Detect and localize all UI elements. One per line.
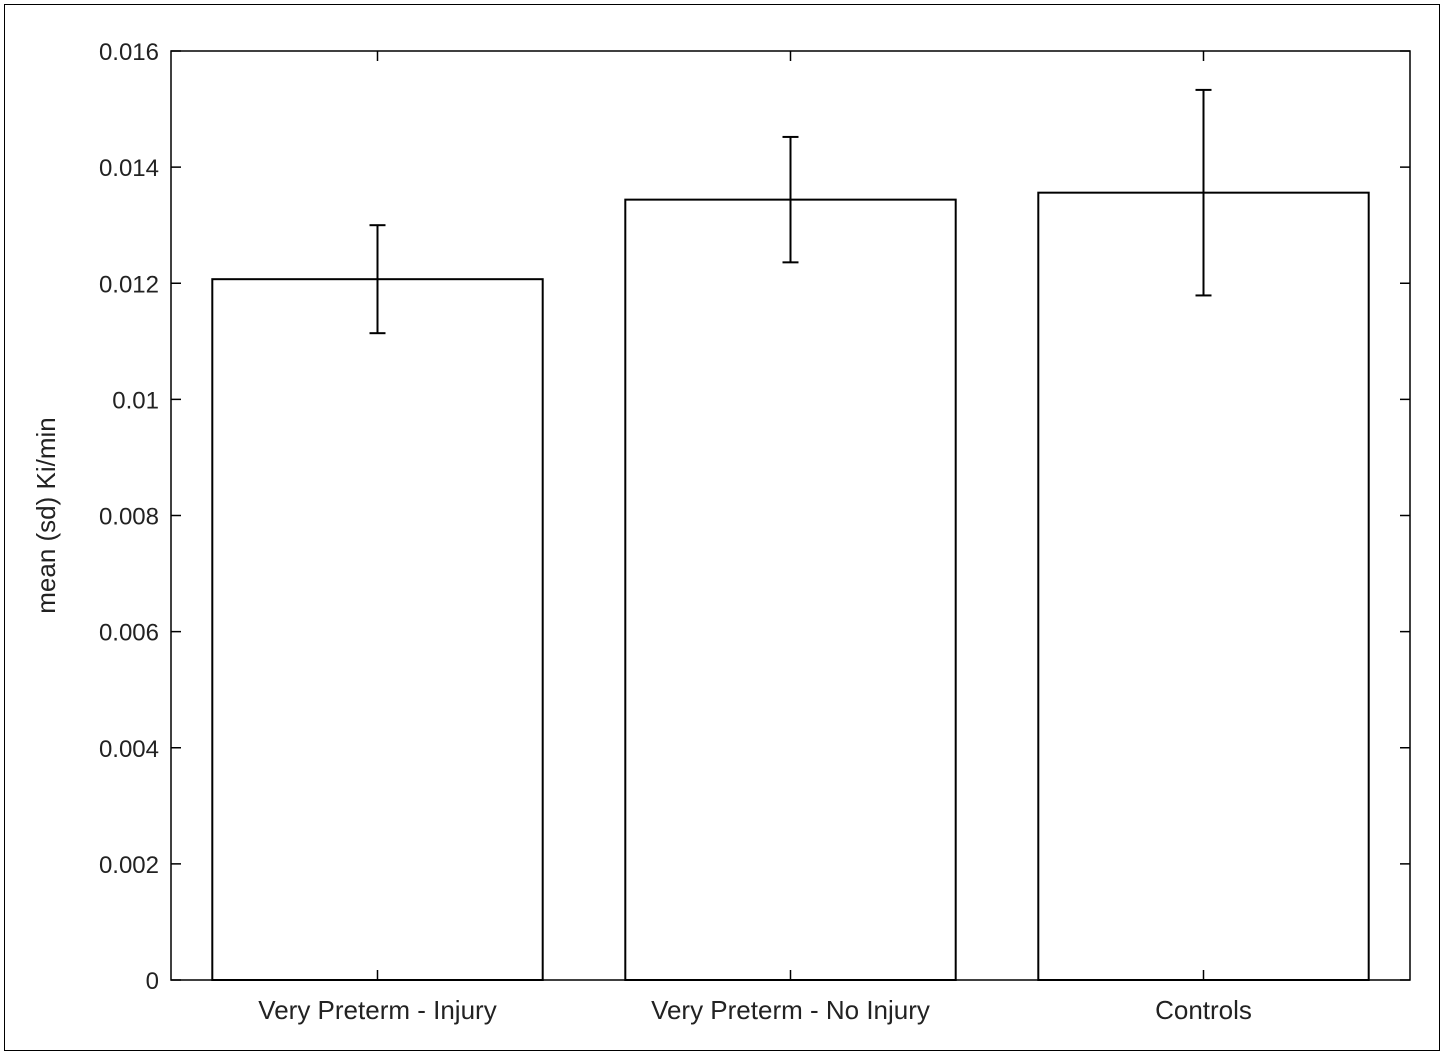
y-tick-label-1: 0.002	[99, 852, 159, 879]
y-axis-title: mean (sd) Ki/min	[31, 417, 61, 614]
plot-area-frame	[170, 50, 1411, 981]
ticks-layer	[171, 50, 1410, 981]
error-bars-layer	[369, 88, 1212, 335]
y-tick-label-0: 0	[146, 968, 159, 995]
x-tick-label-0: Very Preterm - Injury	[258, 995, 496, 1025]
bar-0	[211, 278, 544, 982]
bars-layer	[211, 191, 1370, 982]
y-tick-label-8: 0.016	[99, 39, 159, 66]
chart-figure: Very Preterm - Injury Very Preterm - No I…	[4, 4, 1440, 1051]
y-tick-label-3: 0.006	[99, 620, 159, 647]
labels-layer: Very Preterm - Injury Very Preterm - No I…	[99, 39, 1252, 1025]
y-tick-label-4: 0.008	[99, 504, 159, 531]
y-tick-label-2: 0.004	[99, 736, 159, 763]
x-tick-label-2: Controls	[1155, 995, 1252, 1025]
y-tick-label-7: 0.014	[99, 155, 159, 182]
bar-1	[624, 198, 957, 981]
y-tick-label-5: 0.01	[112, 387, 159, 414]
bar-chart: Very Preterm - Injury Very Preterm - No I…	[31, 39, 1411, 1025]
x-tick-label-1: Very Preterm - No Injury	[651, 995, 930, 1025]
y-tick-label-6: 0.012	[99, 271, 159, 298]
bar-2	[1037, 191, 1370, 982]
